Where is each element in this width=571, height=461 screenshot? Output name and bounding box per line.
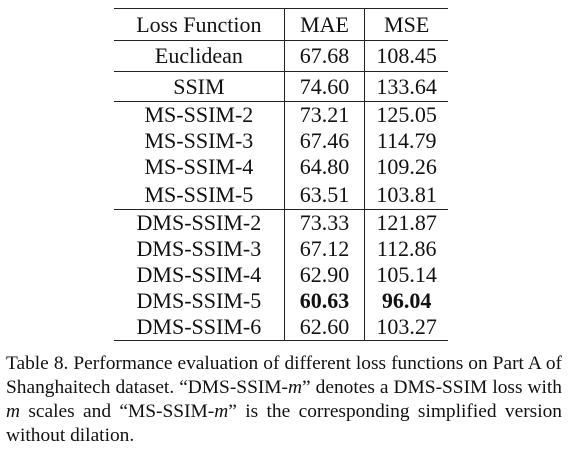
caption-text-part: scales and “MS-SSIM- [20,401,215,422]
cell-mse: 108.45 [376,43,437,68]
cell-mae-best: 60.63 [284,288,366,314]
caption-text-part: ” is the corresponding simplified versio… [6,401,562,446]
caption-math-variable: m [288,377,303,398]
cell-loss: MS-SSIM-2 [114,101,285,128]
cell-mae: 73.21 [284,101,366,128]
cell-loss: DMS-SSIM-6 [114,314,285,341]
header-mse: MSE [364,8,448,41]
cell-mae: 67.12 [284,236,366,262]
caption-math-variable: m [214,401,229,422]
cell-mae: 63.51 [284,180,366,210]
table-row: DMS-SSIM-3 67.12 112.86 [114,236,448,262]
header-loss-function: Loss Function [114,8,285,41]
caption-text-part: ” denotes a DMS-SSIM loss with [302,377,562,398]
header-mae: MAE [284,8,366,41]
caption-text-part: Table 8. Performance evaluation of diffe… [6,353,562,398]
table-row: MS-SSIM-5 63.51 103.81 [114,180,448,210]
cell-mae: 64.80 [284,154,366,180]
table-caption: Table 8. Performance evaluation of diffe… [6,352,562,448]
cell-mae: 73.33 [284,209,366,236]
cell-loss: DMS-SSIM-3 [114,236,285,262]
cell-loss: DMS-SSIM-5 [114,288,285,314]
caption-paragraph: Table 8. Performance evaluation of diffe… [6,352,562,448]
cell-loss: MS-SSIM-3 [114,128,285,154]
results-table-container: Loss Function MAE MSE Euclidean 67.68 10… [114,8,448,341]
cell-mae: 67.46 [284,128,366,154]
caption-math-variable: m [6,401,21,422]
cell-mse: 103.27 [364,314,448,341]
cell-mse: 125.05 [364,101,448,128]
cell-loss: DMS-SSIM-4 [114,262,285,288]
table-row: Euclidean 67.68 108.45 [114,40,448,72]
cell-mse: 133.64 [364,71,448,102]
cell-loss: Euclidean [114,40,285,72]
cell-loss: DMS-SSIM-2 [114,209,285,236]
cell-mse: 103.81 [376,181,437,207]
table-row: DMS-SSIM-2 73.33 121.87 [114,209,448,236]
cell-mae: 67.68 [284,40,366,72]
cell-mse: 121.87 [364,209,448,236]
cell-mae: 74.60 [284,71,366,102]
cell-mse: 105.14 [376,262,437,287]
cell-loss: MS-SSIM-4 [114,154,285,180]
loss-function-results-table: Loss Function MAE MSE Euclidean 67.68 10… [114,8,448,341]
table-row: SSIM 74.60 133.64 [114,71,448,102]
table-row: DMS-SSIM-6 62.60 103.27 [114,314,448,341]
table-row-best: DMS-SSIM-5 60.63 96.04 [114,288,448,314]
cell-mse-best: 96.04 [381,288,432,313]
table-row: DMS-SSIM-4 62.90 105.14 [114,262,448,288]
cell-mse: 112.86 [376,236,437,261]
cell-mae: 62.60 [284,314,366,341]
table-row: MS-SSIM-3 67.46 114.79 [114,128,448,154]
table-row: MS-SSIM-4 64.80 109.26 [114,154,448,180]
table-header-row: Loss Function MAE MSE [114,8,448,41]
cell-mae: 62.90 [284,262,366,288]
cell-loss: MS-SSIM-5 [114,180,285,210]
cell-mse: 109.26 [376,154,437,179]
table-row: MS-SSIM-2 73.21 125.05 [114,101,448,128]
cell-loss: SSIM [114,71,285,102]
cell-mse: 114.79 [376,128,437,153]
